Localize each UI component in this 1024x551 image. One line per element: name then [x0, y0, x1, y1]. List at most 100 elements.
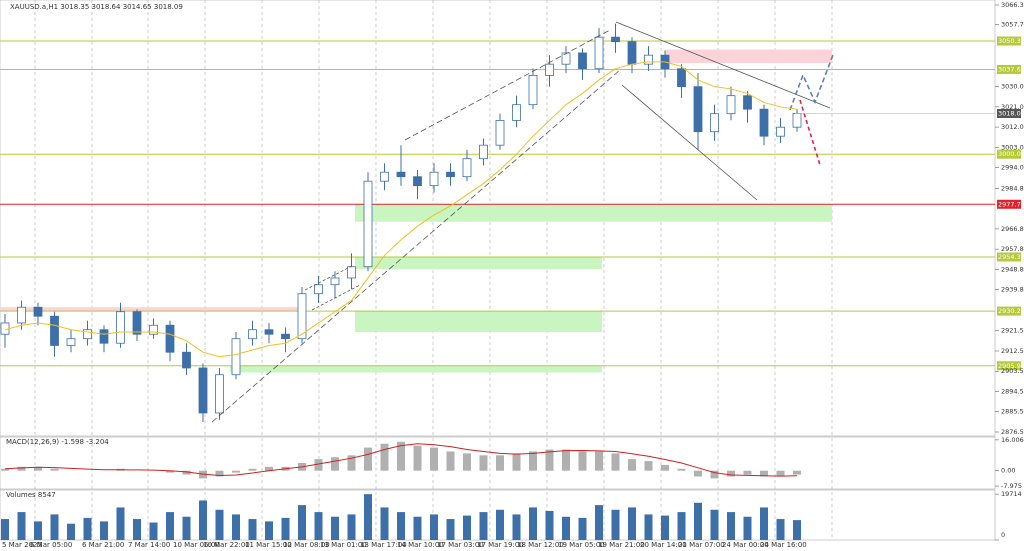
candle-body	[446, 171, 455, 178]
x-tick-label: 19 Mar 21:00	[598, 541, 645, 549]
macd-bar	[479, 455, 488, 471]
macd-bar	[545, 449, 554, 471]
candles	[0, 23, 802, 422]
candle-body	[677, 68, 686, 88]
volume-bar	[479, 512, 488, 540]
down-channel-top	[615, 21, 831, 109]
candle-body	[743, 95, 752, 110]
macd-bar	[661, 464, 669, 471]
y-tick-label: 2885.55	[1001, 408, 1024, 416]
candle-body	[528, 75, 538, 106]
macd-bar	[215, 470, 224, 477]
volume-bar	[199, 500, 207, 540]
volume-bar	[446, 519, 455, 540]
volume-bar	[430, 514, 438, 540]
volume-bar	[149, 522, 158, 540]
x-tick-label: 6 Mar 05:00	[30, 541, 72, 549]
volume-bar	[50, 514, 59, 540]
zone	[355, 311, 602, 332]
level-tag	[997, 149, 1021, 159]
macd-bar	[760, 470, 768, 477]
down-channel-bottom	[621, 84, 758, 201]
candle-body	[116, 311, 125, 344]
candle-body	[314, 284, 323, 295]
volume-bar	[380, 507, 389, 540]
x-tick-label: 17 Mar 03:00	[437, 541, 484, 549]
candle-body	[380, 171, 389, 182]
candle-body	[429, 171, 439, 187]
candle-body	[644, 54, 653, 65]
current-price-label: 3018.09	[998, 109, 1024, 117]
x-tick-label: 24 Mar 16:00	[760, 541, 807, 549]
volume-bar	[331, 516, 339, 540]
candle-body	[33, 306, 43, 317]
level-label: 3000.00	[998, 150, 1024, 158]
candle-body	[578, 52, 587, 70]
candle-body	[776, 126, 785, 137]
current-price-tag	[997, 108, 1021, 118]
y-tick-label: 3003.05	[1001, 143, 1024, 151]
macd-bar	[776, 470, 785, 477]
y-tick-label: 2948.80	[1001, 265, 1024, 273]
y-tick-label: 2876.55	[1001, 428, 1024, 436]
y-tick-label: 2984.80	[1001, 184, 1024, 192]
volume-bar	[496, 509, 504, 540]
volume-bar	[298, 505, 306, 540]
macd-tick-label: 0.00	[1001, 467, 1015, 475]
level-label: 3050.30	[998, 37, 1024, 45]
flag-top	[304, 265, 353, 291]
volume-bar	[281, 517, 290, 540]
volume-bar	[628, 507, 636, 540]
candle-body	[561, 52, 571, 65]
x-tick-label: 6 Mar 21:00	[82, 541, 124, 549]
level-tag	[997, 306, 1021, 316]
zone	[230, 365, 602, 373]
volume-bar	[793, 520, 801, 540]
candle-body	[50, 315, 59, 346]
candle-body	[297, 293, 307, 340]
x-tick-label: 20 Mar 14:00	[640, 541, 687, 549]
volume-bar	[611, 509, 620, 540]
volume-bar	[529, 507, 537, 540]
volume-bar	[463, 515, 471, 540]
volume-bar	[644, 514, 653, 540]
volume-bar	[232, 514, 240, 540]
zones	[0, 49, 832, 373]
candle-body	[413, 176, 422, 187]
candle-body	[66, 338, 76, 346]
macd-bar	[677, 468, 686, 471]
forecast-down	[799, 99, 821, 166]
level-tag	[997, 361, 1021, 371]
volume-bar	[83, 517, 92, 540]
macd-bar	[446, 451, 455, 471]
volume-bar	[17, 512, 26, 540]
level-label: 2930.28	[998, 307, 1024, 315]
candle-body	[512, 104, 521, 121]
trend-lines	[211, 21, 831, 423]
x-tick-label: 13 Mar 01:00	[320, 541, 367, 549]
candle-body	[281, 333, 290, 340]
candle-body	[17, 306, 26, 324]
y-tick-label: 2994.05	[1001, 164, 1024, 172]
channel-high	[404, 29, 611, 141]
volume-bar	[710, 509, 719, 540]
candle-body	[330, 277, 340, 286]
macd-bar	[331, 457, 339, 471]
level-label: 2905.98	[998, 362, 1024, 370]
y-tick-label: 3057.70	[1001, 20, 1024, 28]
volume-bar	[265, 521, 273, 540]
macd-bar	[529, 451, 537, 471]
y-tick-label: 2894.55	[1001, 387, 1024, 395]
macd-bar	[496, 455, 504, 471]
volume-tick-label: 19714	[1001, 490, 1022, 498]
candle-body	[611, 36, 620, 43]
x-tick-label: 14 Mar 10:00	[397, 541, 444, 549]
volume-bar	[364, 494, 372, 540]
vertical-grid	[34, 0, 833, 540]
volume-bar	[595, 505, 603, 540]
x-tick-label: 11 Mar 15:00	[245, 541, 292, 549]
macd-bar	[727, 470, 735, 477]
candle-body	[363, 180, 373, 268]
candle-body	[182, 351, 191, 369]
